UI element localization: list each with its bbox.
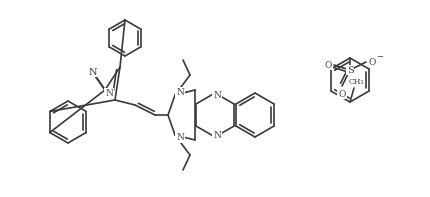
Text: N: N [89,68,97,76]
Text: O: O [369,58,376,67]
Text: O: O [324,60,332,70]
Text: N: N [105,88,113,98]
Text: S: S [347,65,353,74]
Text: N: N [176,134,184,142]
Text: N: N [213,90,221,99]
Text: N: N [176,87,184,97]
Text: CH₃: CH₃ [348,78,364,86]
Text: N: N [213,130,221,139]
Text: O: O [338,89,346,98]
Text: −: − [377,53,384,61]
